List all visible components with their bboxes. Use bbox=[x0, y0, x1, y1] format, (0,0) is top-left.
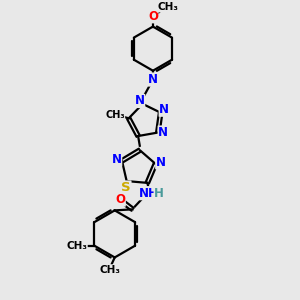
Text: NH: NH bbox=[139, 187, 159, 200]
Text: N: N bbox=[148, 73, 158, 86]
Text: H: H bbox=[154, 187, 164, 200]
Text: CH₃: CH₃ bbox=[100, 265, 121, 275]
Text: N: N bbox=[158, 126, 168, 139]
Text: N: N bbox=[112, 153, 122, 166]
Text: O: O bbox=[115, 193, 125, 206]
Text: N: N bbox=[135, 94, 145, 107]
Text: CH₃: CH₃ bbox=[157, 2, 178, 12]
Text: N: N bbox=[159, 103, 169, 116]
Text: CH₃: CH₃ bbox=[105, 110, 125, 120]
Text: N: N bbox=[156, 156, 166, 169]
Text: S: S bbox=[121, 181, 131, 194]
Text: O: O bbox=[148, 10, 158, 23]
Text: CH₃: CH₃ bbox=[66, 241, 87, 251]
